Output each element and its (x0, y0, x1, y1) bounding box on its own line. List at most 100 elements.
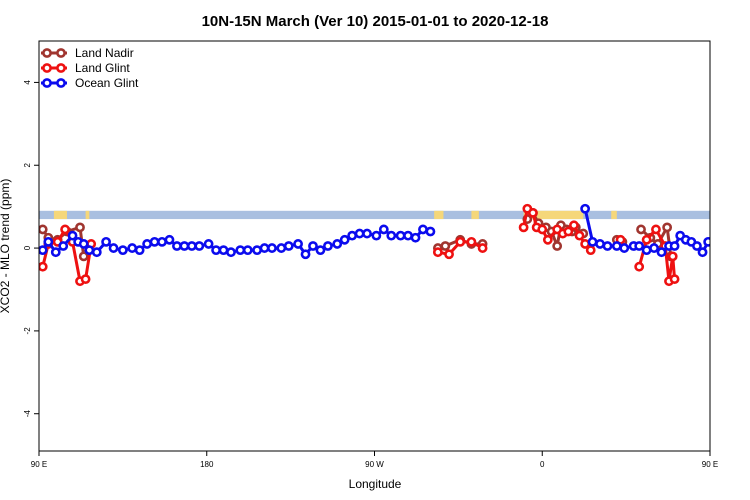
land-glint-point (444, 249, 454, 260)
ocean-glint-point (619, 243, 630, 253)
ocean-glint-point (656, 247, 667, 258)
y-tick-label: -4 (23, 410, 32, 418)
x-tick-label: 90 E (31, 460, 47, 469)
ocean-glint-point (425, 226, 436, 237)
x-axis: 90 E 180 90 W 0 90 E (31, 451, 718, 469)
series-land-glint (39, 203, 680, 287)
ocean-glint-point (669, 241, 680, 251)
series-layer (39, 203, 750, 287)
land-band-segment (85, 210, 90, 220)
ocean-band (39, 210, 710, 220)
land-nadir-point (440, 241, 451, 251)
x-tick-label: 90 W (365, 460, 384, 469)
land-glint-point (641, 234, 652, 245)
ocean-glint-point (410, 232, 421, 243)
ocean-glint-point (108, 243, 119, 253)
land-glint-point (634, 261, 645, 272)
series-ocean-glint (39, 203, 750, 260)
ocean-glint-point (580, 203, 591, 214)
x-tick-label: 90 E (702, 460, 718, 469)
ocean-glint-point (634, 241, 645, 251)
ocean-glint-point (332, 239, 343, 249)
ocean-glint-point (101, 236, 111, 247)
ocean-glint-point (283, 241, 294, 251)
ocean-glint-point (354, 228, 365, 239)
ocean-glint-point (91, 247, 102, 258)
ocean-glint-point (587, 236, 598, 247)
ocean-glint-point (339, 234, 350, 245)
land-band-segment (611, 210, 617, 220)
x-tick-label: 180 (200, 460, 214, 469)
land-glint-point (455, 236, 466, 247)
ocean-glint-point (649, 243, 659, 253)
ocean-glint-point (235, 245, 246, 256)
ocean-glint-point (172, 241, 182, 251)
ocean-glint-point (712, 242, 719, 249)
ocean-glint-point (259, 243, 270, 253)
ocean-glint-point (729, 244, 736, 251)
ocean-glint-point (134, 245, 145, 256)
ocean-glint-point (378, 224, 389, 235)
ocean-glint-point (602, 241, 613, 251)
land-nadir-point (636, 224, 646, 235)
ocean-glint-point (267, 243, 277, 253)
ocean-glint-point (252, 245, 262, 256)
ocean-glint-point (149, 236, 160, 247)
land-glint-point (528, 207, 538, 218)
land-glint-point (477, 243, 488, 253)
legend-label-land-nadir: Land Nadir (75, 46, 134, 60)
ocean-glint-point (418, 224, 428, 235)
land-band-segment (523, 210, 584, 220)
ocean-glint-point (127, 243, 138, 253)
ocean-glint-point (117, 245, 128, 256)
y-tick-label: -2 (23, 327, 32, 335)
land-glint-point (432, 247, 443, 258)
ocean-glint-point (39, 245, 48, 256)
ocean-glint-point (308, 241, 318, 251)
ocean-glint-point (84, 245, 95, 256)
land-glint-point (80, 274, 91, 285)
legend-marker-land-glint (42, 63, 52, 73)
ocean-glint-point (300, 249, 311, 260)
ocean-glint-point (692, 241, 702, 251)
land-band-segment (53, 210, 67, 220)
land-glint-point (39, 261, 48, 272)
ocean-glint-point (347, 230, 358, 241)
ocean-glint-point (323, 241, 333, 251)
y-tick-label: 2 (23, 162, 32, 167)
ocean-glint-point (43, 236, 54, 247)
y-axis: 4 2 0 -2 -4 (23, 80, 39, 418)
y-tick-label: 0 (23, 245, 32, 250)
land-glint-point (651, 224, 661, 235)
legend-label-ocean-glint: Ocean Glint (75, 76, 139, 90)
chart-title: 10N-15N March (Ver 10) 2015-01-01 to 202… (202, 13, 549, 30)
legend-marker-ocean-glint (56, 78, 66, 88)
land-nadir-point (552, 241, 563, 251)
ocean-glint-point (78, 239, 89, 249)
legend-marker-ocean-glint (42, 78, 52, 88)
ocean-glint-point (50, 247, 61, 258)
ocean-glint-point (194, 241, 205, 251)
land-glint-point (574, 230, 585, 241)
land-glint-point (667, 251, 678, 262)
land-glint-point (542, 234, 553, 245)
ocean-glint-point (362, 228, 372, 239)
land-nadir-point (39, 224, 48, 235)
x-tick-label: 0 (540, 460, 545, 469)
land-glint-point (60, 224, 70, 235)
ocean-glint-point (371, 230, 382, 241)
ocean-glint-point (744, 240, 750, 247)
ocean-glint-point (242, 245, 253, 256)
ocean-glint-point (226, 247, 236, 258)
ocean-glint-point (203, 239, 214, 249)
y-tick-label: 4 (23, 80, 32, 85)
land-ocean-band (39, 210, 710, 220)
land-glint-point (466, 236, 477, 247)
ocean-glint-point (595, 239, 605, 249)
ocean-glint-point (157, 236, 167, 247)
ocean-glint-point (315, 245, 326, 256)
legend-marker-land-nadir (42, 48, 52, 58)
ocean-glint-point (211, 245, 221, 256)
ocean-glint-point (736, 247, 743, 254)
